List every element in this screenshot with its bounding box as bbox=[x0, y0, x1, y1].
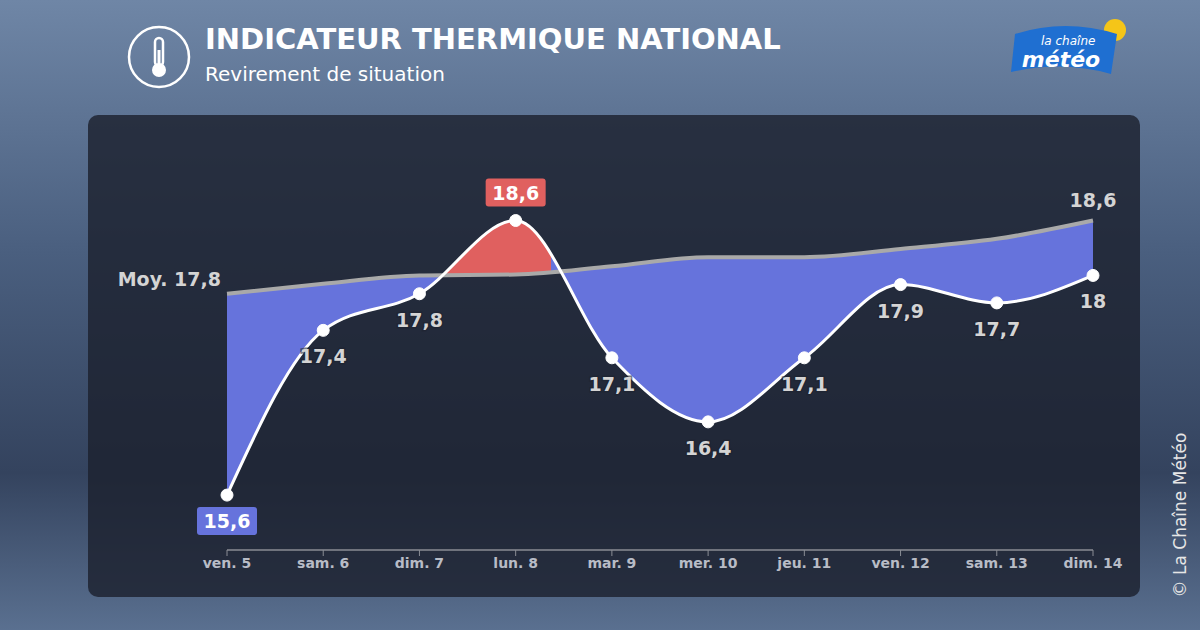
svg-text:17,4: 17,4 bbox=[300, 345, 347, 367]
svg-text:Moy. 17,8: Moy. 17,8 bbox=[118, 268, 221, 290]
svg-text:17,1: 17,1 bbox=[781, 373, 828, 395]
svg-text:lun. 8: lun. 8 bbox=[493, 555, 538, 571]
svg-text:15,6: 15,6 bbox=[204, 510, 251, 532]
svg-text:mer. 10: mer. 10 bbox=[679, 555, 738, 571]
svg-text:dim. 7: dim. 7 bbox=[395, 555, 444, 571]
svg-text:17,1: 17,1 bbox=[588, 373, 635, 395]
html-text:Revirement de situation: Revirement de situation bbox=[205, 62, 445, 86]
svg-text:18: 18 bbox=[1080, 290, 1106, 312]
svg-text:la chaîne: la chaîne bbox=[1041, 34, 1095, 48]
svg-text:sam. 13: sam. 13 bbox=[966, 555, 1028, 571]
svg-text:17,9: 17,9 bbox=[877, 300, 924, 322]
svg-text:ven. 12: ven. 12 bbox=[871, 555, 929, 571]
html-text:INDICATEUR THERMIQUE NATIONAL: INDICATEUR THERMIQUE NATIONAL bbox=[205, 22, 781, 56]
html-text:© La Chaîne Météo: © La Chaîne Météo bbox=[1170, 432, 1190, 598]
svg-text:jeu. 11: jeu. 11 bbox=[776, 555, 831, 571]
svg-text:17,8: 17,8 bbox=[396, 309, 443, 331]
svg-text:16,4: 16,4 bbox=[685, 437, 732, 459]
svg-text:ven. 5: ven. 5 bbox=[203, 555, 252, 571]
svg-text:17,7: 17,7 bbox=[973, 318, 1020, 340]
svg-text:météo: météo bbox=[1022, 47, 1100, 72]
svg-text:sam. 6: sam. 6 bbox=[297, 555, 349, 571]
svg-text:mar. 9: mar. 9 bbox=[587, 555, 636, 571]
svg-text:dim. 14: dim. 14 bbox=[1063, 555, 1122, 571]
svg-text:18,6: 18,6 bbox=[492, 182, 539, 204]
svg-text:18,6: 18,6 bbox=[1070, 189, 1117, 211]
